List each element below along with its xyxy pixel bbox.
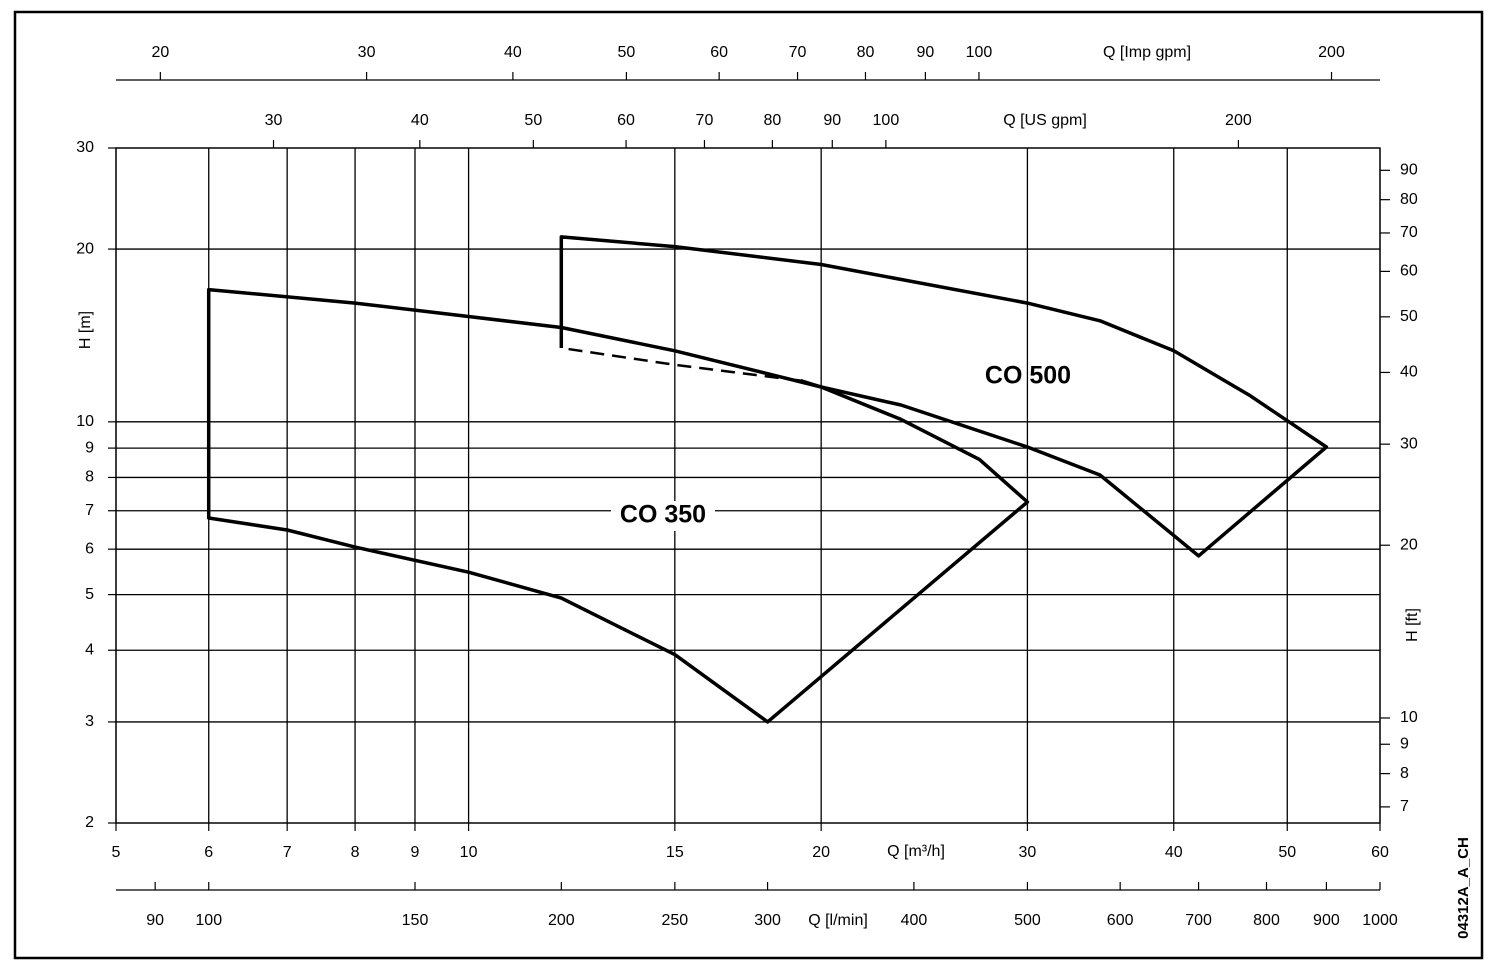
- ft-tick-label: 30: [1400, 435, 1418, 452]
- y-tick-label: 30: [76, 139, 94, 156]
- us_axis-label: Q [US gpm]: [1003, 112, 1087, 129]
- series-label: CO 350: [620, 501, 706, 529]
- lmin_axis-tick-label: 400: [901, 912, 928, 929]
- lmin_axis-tick-label: 1000: [1362, 912, 1398, 929]
- imp_axis-tick-label: 30: [358, 44, 376, 61]
- lmin_axis-tick-label: 300: [754, 912, 781, 929]
- us_axis-tick-label: 80: [763, 112, 781, 129]
- imp_axis-tick-label: 60: [710, 44, 728, 61]
- lmin_axis-tick-label: 200: [548, 912, 575, 929]
- y-tick-label: 8: [85, 469, 94, 486]
- x-tick-label: 6: [204, 844, 213, 861]
- ft-tick-label: 40: [1400, 364, 1418, 381]
- lmin_axis-tick-label: 250: [661, 912, 688, 929]
- ft-tick-label: 50: [1400, 308, 1418, 325]
- imp_axis-tick-label: 40: [504, 44, 522, 61]
- ft-tick-label: 10: [1400, 709, 1418, 726]
- pump-curve: [206, 287, 1030, 724]
- lmin_axis-tick-label: 100: [195, 912, 222, 929]
- us_axis-tick-label: 100: [873, 112, 900, 129]
- y-tick-label: 6: [85, 540, 94, 557]
- us_axis-tick-label: 60: [617, 112, 635, 129]
- ft-tick-label: 7: [1400, 798, 1409, 815]
- imp_axis-label: Q [Imp gpm]: [1103, 44, 1191, 61]
- y-axis-label: H [m]: [77, 311, 94, 349]
- us_axis-tick-label: 30: [265, 112, 283, 129]
- imp_axis-tick-label: 70: [789, 44, 807, 61]
- ft-axis-label: H [ft]: [1404, 608, 1421, 642]
- y-tick-label: 10: [76, 413, 94, 430]
- ft-tick-label: 90: [1400, 162, 1418, 179]
- lmin_axis-tick-label: 600: [1107, 912, 1134, 929]
- pump-curve-dashed: [561, 346, 801, 382]
- us_axis-tick-label: 50: [524, 112, 542, 129]
- series-label: CO 500: [985, 362, 1071, 390]
- x-tick-label: 50: [1278, 844, 1296, 861]
- x-tick-label: 7: [283, 844, 292, 861]
- ft-tick-label: 70: [1400, 224, 1418, 241]
- imp_axis-tick-label: 50: [618, 44, 636, 61]
- lmin_axis-tick-label: 700: [1185, 912, 1212, 929]
- y-tick-label: 7: [85, 502, 94, 519]
- imp_axis-tick-label: 90: [916, 44, 934, 61]
- ft-tick-label: 20: [1400, 536, 1418, 553]
- lmin_axis-tick-label: 900: [1313, 912, 1340, 929]
- imp_axis-tick-label: 80: [857, 44, 875, 61]
- x-axis-label: Q [m³/h]: [887, 843, 945, 860]
- ft-tick-label: 8: [1400, 765, 1409, 782]
- imp_axis-tick-label: 200: [1318, 44, 1345, 61]
- us_axis-tick-label: 90: [823, 112, 841, 129]
- ft-tick-label: 80: [1400, 191, 1418, 208]
- y-tick-label: 3: [85, 713, 94, 730]
- us_axis-tick-label: 200: [1225, 112, 1252, 129]
- x-tick-label: 30: [1019, 844, 1037, 861]
- y-tick-label: 20: [76, 240, 94, 257]
- x-tick-label: 15: [666, 844, 684, 861]
- pump-curve: [559, 235, 1329, 558]
- label-background: [611, 501, 715, 531]
- imp_axis-tick-label: 20: [151, 44, 169, 61]
- us_axis-tick-label: 70: [696, 112, 714, 129]
- ft-tick-label: 60: [1400, 263, 1418, 280]
- y-tick-label: 5: [85, 586, 94, 603]
- x-tick-label: 5: [112, 844, 121, 861]
- x-tick-label: 20: [812, 844, 830, 861]
- figure-code: 04312A_A_CH: [1455, 837, 1472, 939]
- x-tick-label: 8: [351, 844, 360, 861]
- ft-tick-label: 9: [1400, 735, 1409, 752]
- lmin_axis-tick-label: 90: [146, 912, 164, 929]
- y-tick-label: 4: [85, 641, 94, 658]
- imp_axis-tick-label: 100: [966, 44, 993, 61]
- x-tick-label: 60: [1371, 844, 1389, 861]
- frame: [13, 10, 1484, 960]
- lmin_axis-tick-label: 800: [1253, 912, 1280, 929]
- y-tick-label: 2: [85, 814, 94, 831]
- x-tick-label: 40: [1165, 844, 1183, 861]
- y-tick-label: 9: [85, 439, 94, 456]
- lmin_axis-label: Q [l/min]: [808, 912, 868, 929]
- x-tick-label: 9: [411, 844, 420, 861]
- lmin_axis-tick-label: 500: [1014, 912, 1041, 929]
- x-tick-label: 10: [460, 844, 478, 861]
- us_axis-tick-label: 40: [411, 112, 429, 129]
- lmin_axis-tick-label: 150: [402, 912, 429, 929]
